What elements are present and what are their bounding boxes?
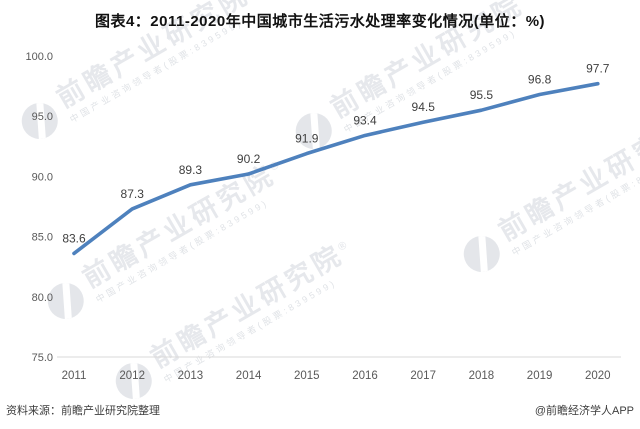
data-point-label: 89.3 (179, 163, 203, 177)
trend-line (72, 81, 600, 256)
source-note: 资料来源：前瞻产业研究院整理 (6, 405, 160, 417)
y-axis-tick-label: 85.0 (32, 232, 53, 244)
app-credit: @前瞻经济学人APP (534, 405, 634, 417)
data-point-label: 91.9 (295, 132, 319, 146)
data-point-label: 83.6 (62, 231, 86, 245)
x-axis-tick-label: 2016 (352, 370, 378, 382)
y-axis-tick-label: 90.0 (32, 171, 53, 183)
chart-footer: 资料来源：前瞻产业研究院整理 @前瞻经济学人APP (6, 402, 634, 418)
y-axis-tick-label: 95.0 (32, 111, 53, 123)
x-axis-tick-label: 2019 (527, 370, 553, 382)
x-axis-tick-label: 2020 (585, 370, 611, 382)
data-point-label: 94.5 (412, 100, 436, 114)
x-axis-tick-label: 2012 (119, 370, 145, 382)
y-axis-tick-label: 80.0 (32, 292, 53, 304)
data-point-label: 97.7 (586, 62, 610, 76)
x-axis-tick-label: 2017 (410, 370, 436, 382)
chart-title: 图表4：2011-2020年中国城市生活污水处理率变化情况(单位：%) (94, 13, 546, 30)
y-axis-tick-label: 75.0 (32, 352, 53, 364)
y-axis-tick-label: 100.0 (25, 51, 53, 63)
x-axis-tick-label: 2015 (294, 370, 320, 382)
data-point-label: 93.4 (353, 113, 377, 127)
data-point-label: 90.2 (237, 152, 261, 166)
data-point-label: 95.5 (470, 88, 494, 102)
x-axis-tick-label: 2013 (178, 370, 204, 382)
x-axis-tick-label: 2014 (236, 370, 262, 382)
x-axis-tick-label: 2011 (62, 370, 87, 382)
data-point-label: 96.8 (528, 73, 552, 87)
x-axis-tick-label: 2018 (469, 370, 495, 382)
data-point-label: 87.3 (121, 187, 145, 201)
